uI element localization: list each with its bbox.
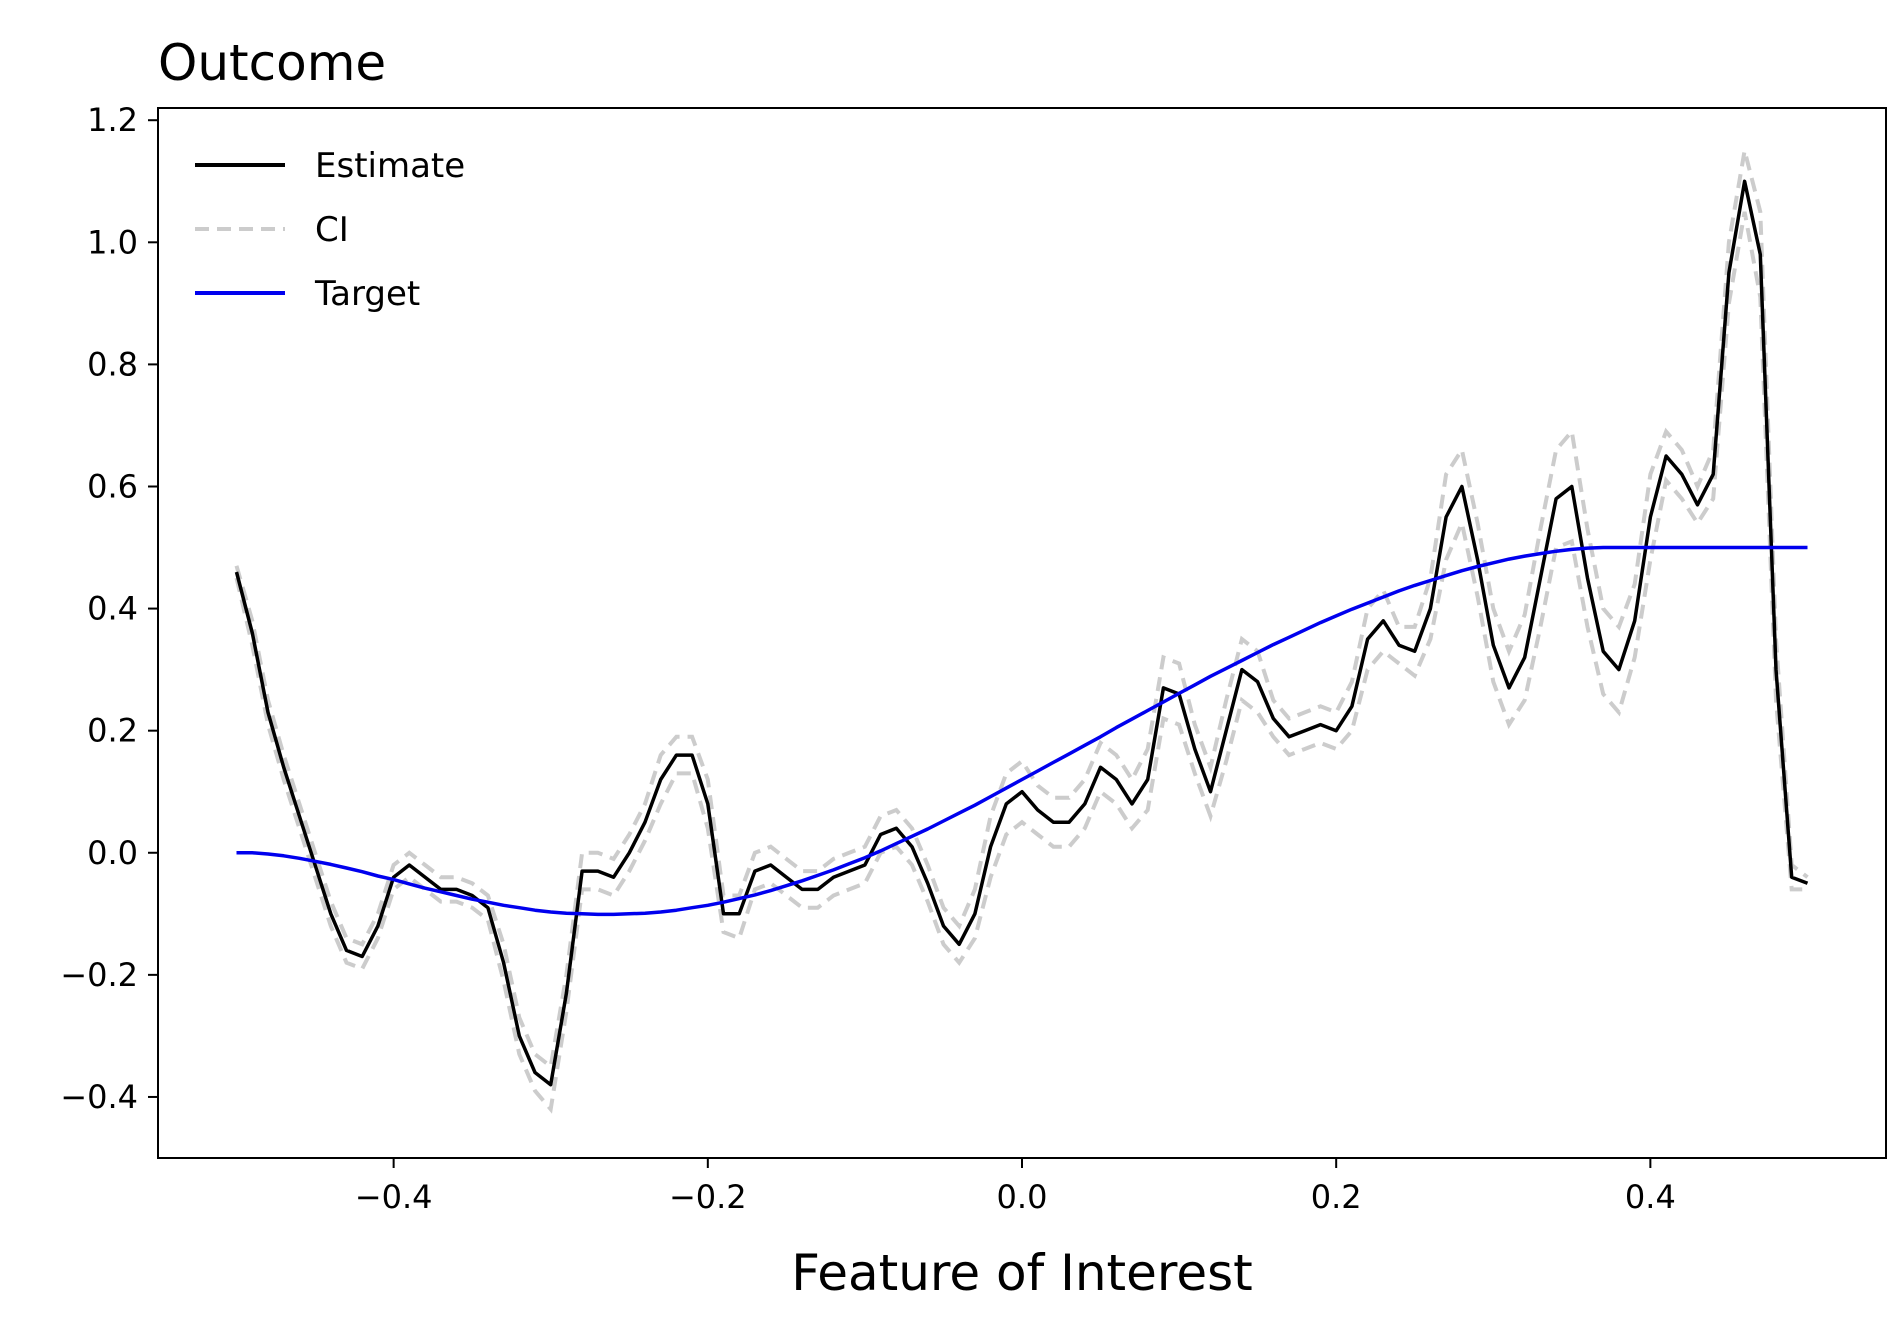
y-tick-label: 0.4 xyxy=(87,590,138,628)
target-line xyxy=(236,545,1808,917)
y-tick-label: 1.2 xyxy=(87,101,138,139)
legend-label-ci: CI xyxy=(315,210,349,250)
legend-label-target: Target xyxy=(314,274,420,314)
ci-upper-line xyxy=(234,150,1809,1071)
y-tick-label: 0.8 xyxy=(87,345,138,383)
y-tick-label: 1.0 xyxy=(87,223,138,261)
plot-frame xyxy=(157,107,1887,1159)
estimate-line xyxy=(234,179,1809,1087)
chart-title: Outcome xyxy=(158,34,386,92)
y-tick-label: 0.0 xyxy=(87,834,138,872)
ci-lower-line xyxy=(234,211,1808,1114)
y-tick-label: −0.2 xyxy=(60,956,138,994)
y-tick-label: 0.2 xyxy=(87,712,138,750)
x-tick-label: 0.2 xyxy=(1311,1178,1362,1216)
x-tick-label: −0.4 xyxy=(355,1178,433,1216)
legend-label-estimate: Estimate xyxy=(315,146,465,186)
x-axis: −0.4 −0.2 0.0 0.2 0.4 xyxy=(355,1158,1676,1216)
plot-area xyxy=(157,107,1887,1159)
x-tick-label: 0.4 xyxy=(1625,1178,1676,1216)
y-axis: −0.4 −0.2 0.0 0.2 0.4 0.6 0.8 1.0 1.2 xyxy=(60,101,158,1116)
legend: Estimate CI Target xyxy=(195,146,465,314)
y-tick-label: −0.4 xyxy=(60,1078,138,1116)
x-tick-label: −0.2 xyxy=(669,1178,747,1216)
y-tick-label: 0.6 xyxy=(87,467,138,505)
x-axis-title: Feature of Interest xyxy=(791,1244,1253,1302)
x-tick-label: 0.0 xyxy=(997,1178,1048,1216)
